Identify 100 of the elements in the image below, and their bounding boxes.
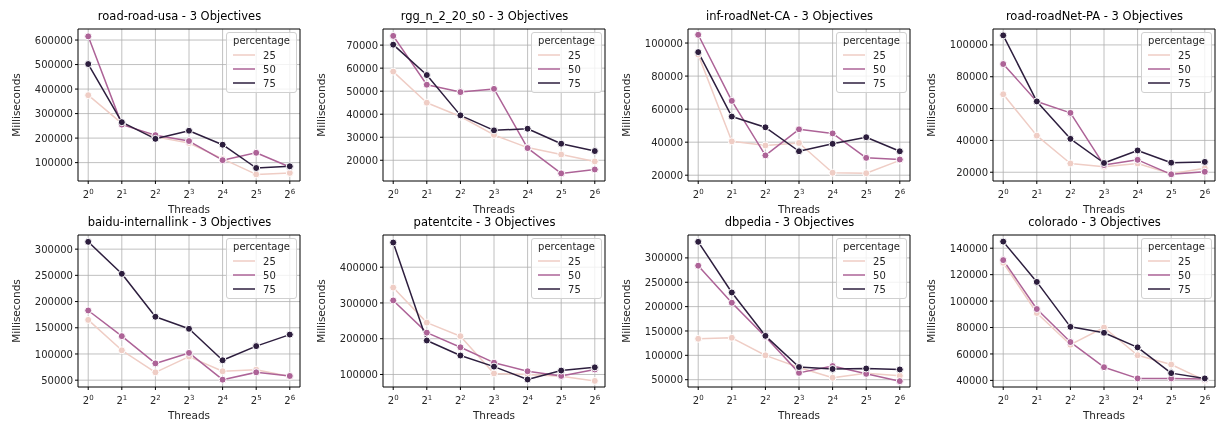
chart-title: road-roadNet-PA - 3 Objectives: [1004, 8, 1185, 24]
y-tick-label: 100000: [34, 348, 73, 360]
y-tick-label: 200000: [339, 333, 378, 345]
y-tick-label: 100000: [644, 37, 683, 49]
y-tick-label: 20000: [651, 169, 683, 181]
legend-label: 25: [263, 49, 276, 61]
y-tick-label: 400000: [34, 83, 73, 95]
x-tick-label: 2$^{5}$: [1165, 394, 1177, 406]
y-tick-label: 120000: [949, 269, 988, 281]
legend-title: percentage: [843, 241, 900, 252]
legend-title: percentage: [843, 35, 900, 46]
legend-title: percentage: [1148, 241, 1205, 252]
y-tick-label: 100000: [34, 157, 73, 169]
x-tick-label: 2$^{1}$: [726, 394, 738, 406]
x-axis-title: Threads: [471, 203, 516, 215]
x-tick-label: 2$^{2}$: [454, 394, 466, 406]
y-tick-label: 250000: [34, 269, 73, 281]
y-tick-label: 300000: [644, 252, 683, 264]
chart-title: dbpedia - 3 Objectives: [723, 214, 856, 230]
y-tick-label: 80000: [651, 70, 683, 82]
legend-title: percentage: [233, 35, 290, 46]
x-tick-label: 2$^{1}$: [1031, 188, 1043, 200]
x-tick-label: 2$^{3}$: [1098, 394, 1110, 406]
legend-label: 50: [1178, 63, 1191, 75]
x-tick-label: 2$^{4}$: [522, 394, 534, 406]
y-tick-label: 600000: [34, 34, 73, 46]
x-tick-label: 2$^{6}$: [589, 394, 601, 406]
y-tick-label: 250000: [644, 276, 683, 288]
x-tick-label: 2$^{5}$: [555, 394, 567, 406]
x-tick-label: 2$^{0}$: [82, 394, 94, 406]
x-tick-label: 2$^{2}$: [149, 394, 161, 406]
legend-label: 50: [568, 63, 581, 75]
y-tick-label: 100000: [644, 349, 683, 361]
legend-label: 75: [873, 77, 886, 89]
y-tick-label: 200000: [34, 132, 73, 144]
y-axis-title: Milliseconds: [314, 73, 327, 137]
y-axis-title: Milliseconds: [924, 73, 937, 137]
legend-label: 25: [873, 49, 886, 61]
x-tick-label: 2$^{5}$: [250, 394, 262, 406]
x-axis-title: Threads: [776, 409, 821, 421]
x-tick-label: 2$^{1}$: [116, 394, 128, 406]
x-tick-label: 2$^{1}$: [726, 188, 738, 200]
x-tick-label: 2$^{5}$: [1165, 188, 1177, 200]
legend-label: 75: [568, 283, 581, 295]
x-tick-label: 2$^{4}$: [827, 188, 839, 200]
legend-label: 75: [873, 283, 886, 295]
legend-label: 50: [873, 269, 886, 281]
x-tick-label: 2$^{2}$: [454, 188, 466, 200]
legend-label: 25: [1178, 255, 1191, 267]
y-tick-label: 30000: [346, 131, 378, 143]
x-tick-label: 2$^{2}$: [1064, 188, 1076, 200]
x-axis-title: Threads: [166, 409, 211, 421]
x-tick-label: 2$^{0}$: [387, 394, 399, 406]
legend-label: 25: [568, 255, 581, 267]
x-tick-label: 2$^{6}$: [1199, 394, 1211, 406]
y-tick-label: 100000: [339, 369, 378, 381]
x-tick-label: 2$^{5}$: [860, 394, 872, 406]
y-tick-label: 50000: [651, 374, 683, 386]
y-tick-label: 100000: [949, 295, 988, 307]
legend-label: 75: [1178, 283, 1191, 295]
chart-title: inf-roadNet-CA - 3 Objectives: [704, 8, 875, 24]
y-tick-label: 40000: [651, 136, 683, 148]
y-tick-label: 20000: [346, 154, 378, 166]
legend-label: 50: [263, 269, 276, 281]
y-tick-label: 50000: [41, 374, 73, 386]
y-tick-label: 100000: [949, 39, 988, 51]
x-tick-label: 2$^{4}$: [1132, 394, 1144, 406]
x-tick-label: 2$^{0}$: [692, 188, 704, 200]
y-axis-title: Milliseconds: [314, 279, 327, 343]
x-tick-label: 2$^{3}$: [183, 394, 195, 406]
y-tick-label: 500000: [34, 59, 73, 71]
x-tick-label: 2$^{3}$: [793, 188, 805, 200]
x-tick-label: 2$^{0}$: [82, 188, 94, 200]
chart-title: rgg_n_2_20_s0 - 3 Objectives: [399, 8, 570, 24]
legend-label: 75: [568, 77, 581, 89]
x-tick-label: 2$^{3}$: [488, 188, 500, 200]
y-tick-label: 300000: [339, 297, 378, 309]
x-tick-label: 2$^{1}$: [1031, 394, 1043, 406]
legend-title: percentage: [538, 241, 595, 252]
y-axis-title: Milliseconds: [619, 279, 632, 343]
x-tick-label: 2$^{0}$: [997, 188, 1009, 200]
legend-label: 25: [568, 49, 581, 61]
x-tick-label: 2$^{0}$: [997, 394, 1009, 406]
y-axis-title: Milliseconds: [619, 73, 632, 137]
chart-title: road-road-usa - 3 Objectives: [96, 8, 263, 24]
legend-label: 25: [873, 255, 886, 267]
y-tick-label: 150000: [34, 322, 73, 334]
x-axis-title: Threads: [471, 409, 516, 421]
x-tick-label: 2$^{3}$: [183, 188, 195, 200]
legend-label: 50: [263, 63, 276, 75]
chart-title: baidu-internallink - 3 Objectives: [86, 214, 273, 230]
x-tick-label: 2$^{4}$: [217, 394, 229, 406]
x-tick-label: 2$^{2}$: [759, 394, 771, 406]
x-tick-label: 2$^{5}$: [555, 188, 567, 200]
y-tick-label: 40000: [346, 108, 378, 120]
y-tick-label: 60000: [651, 103, 683, 115]
legend-label: 25: [1178, 49, 1191, 61]
legend-title: percentage: [1148, 35, 1205, 46]
y-tick-label: 200000: [34, 296, 73, 308]
y-axis-title: Milliseconds: [924, 279, 937, 343]
